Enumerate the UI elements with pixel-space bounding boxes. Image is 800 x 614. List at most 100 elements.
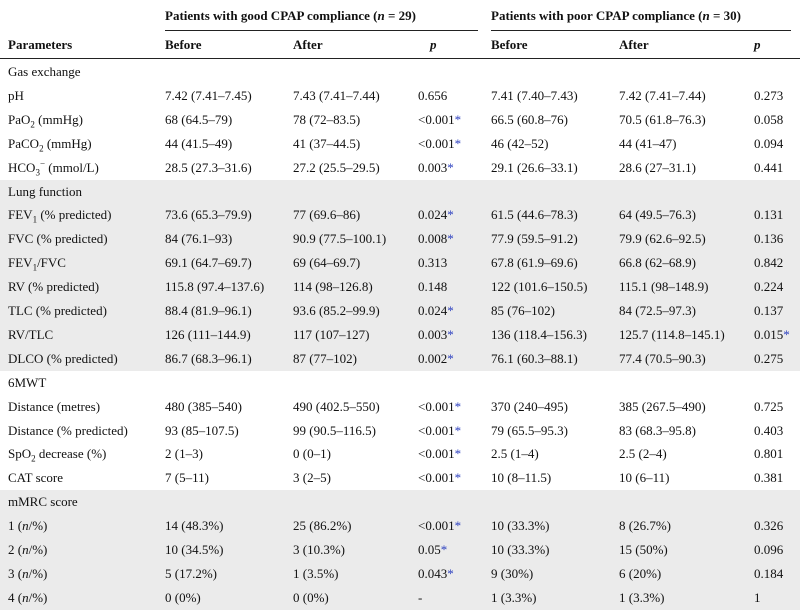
good-before-header: Before — [165, 37, 202, 52]
good-before-value: 0 (0%) — [165, 589, 201, 605]
italic-n: n — [22, 542, 29, 557]
row-label: Distance (% predicted) — [8, 422, 128, 438]
poor-p-value: 0.137 — [754, 303, 784, 318]
table-row: 2 (n/%) 10 (34.5%) 3 (10.3%) 0.05* 10 (33.3%… — [0, 542, 800, 566]
good-before-value: 10 (34.5%) — [165, 542, 224, 557]
poor-p-value: 0.725 — [754, 398, 784, 414]
good-p-value: 0.043* — [418, 565, 454, 581]
italic-n: n — [22, 565, 29, 581]
poor-p-value: 0.801 — [754, 446, 784, 462]
poor-after-value: 64 (49.5–76.3) — [619, 207, 696, 223]
table-row: RV (% predicted) 115.8 (97.4–137.6) 114 (9… — [0, 279, 800, 303]
table-row: PaCO2 (mmHg) 44 (41.5–49) 41 (37–44.5) <0.0… — [0, 136, 800, 160]
good-after-value: 77 (69.6–86) — [293, 207, 361, 223]
row-label: 1 (n/%) — [8, 518, 48, 534]
good-p-value: 0.002* — [418, 350, 454, 366]
poor-before-value: 1 (3.3%) — [491, 589, 537, 605]
good-before-value: 93 (85–107.5) — [165, 422, 239, 438]
subscript: 1 — [32, 214, 38, 225]
column-header-row: Parameters Before After p Before After p — [0, 37, 800, 59]
section-shading — [0, 179, 800, 371]
good-before-value: 73.6 (65.3–79.9) — [165, 207, 252, 223]
group-poor-header: Patients with poor CPAP compliance (n = … — [491, 8, 741, 23]
poor-after-value: 8 (26.7%) — [619, 518, 671, 534]
poor-after-header: After — [619, 37, 649, 52]
row-label: 4 (n/%) — [8, 589, 48, 605]
poor-after-value: 10 (6–11) — [619, 470, 670, 486]
good-p-value: 0.656 — [418, 87, 448, 103]
poor-after-value: 77.4 (70.5–90.3) — [619, 350, 706, 366]
row-label: DLCO (% predicted) — [8, 350, 118, 366]
row-label: TLC (% predicted) — [8, 303, 107, 318]
good-after-header: After — [293, 37, 323, 52]
table-row: FEV1 (% predicted) 73.6 (65.3–79.9) 77 (69… — [0, 207, 800, 231]
subscript: 3 — [35, 167, 40, 178]
poor-after-value: 70.5 (61.8–76.3) — [619, 111, 706, 127]
poor-before-header: Before — [491, 37, 528, 52]
poor-p-header: p — [754, 37, 761, 52]
poor-after-value: 84 (72.5–97.3) — [619, 303, 696, 318]
section-title: 6MWT — [8, 374, 47, 390]
table-row: DLCO (% predicted) 86.7 (68.3–96.1) 87 (77… — [0, 351, 800, 375]
good-after-value: 0 (0%) — [293, 589, 329, 605]
row-label: RV/TLC — [8, 326, 54, 342]
good-after-value: 41 (37–44.5) — [293, 135, 361, 151]
good-before-value: 86.7 (68.3–96.1) — [165, 350, 252, 366]
good-before-value: 69.1 (64.7–69.7) — [165, 255, 252, 271]
table-row: SpO2 decrease (%) 2 (1–3) 0 (0–1) <0.001* 2.… — [0, 446, 800, 470]
good-before-value: 7.42 (7.41–7.45) — [165, 87, 252, 103]
good-after-value: 7.43 (7.41–7.44) — [293, 87, 380, 103]
poor-before-value: 79 (65.5–95.3) — [491, 422, 568, 438]
row-label: SpO2 decrease (%) — [8, 446, 107, 464]
section-title: mMRC score — [8, 494, 78, 510]
good-after-value: 78 (72–83.5) — [293, 111, 361, 127]
good-after-value: 99 (90.5–116.5) — [293, 422, 376, 438]
poor-before-value: 7.41 (7.40–7.43) — [491, 87, 578, 103]
row-label: 2 (n/%) — [8, 542, 48, 557]
poor-before-value: 61.5 (44.6–78.3) — [491, 207, 578, 223]
poor-before-value: 10 (8–11.5) — [491, 470, 552, 486]
poor-after-value: 385 (267.5–490) — [619, 398, 706, 414]
significance-star: * — [454, 470, 462, 486]
good-p-header: p — [430, 37, 437, 52]
good-before-value: 480 (385–540) — [165, 398, 242, 414]
poor-before-value: 67.8 (61.9–69.6) — [491, 255, 578, 271]
table-row: 1 (n/%) 14 (48.3%) 25 (86.2%) <0.001* 10 (33… — [0, 518, 800, 542]
poor-after-value: 83 (68.3–95.8) — [619, 422, 696, 438]
good-p-value: <0.001* — [418, 470, 462, 486]
significance-star: * — [454, 446, 462, 462]
table-row: PaO2 (mmHg) 68 (64.5–79) 78 (72–83.5) <0.00… — [0, 112, 800, 136]
good-before-value: 88.4 (81.9–96.1) — [165, 303, 252, 318]
section-title-row: 6MWT — [0, 375, 800, 399]
good-after-value: 93.6 (85.2–99.9) — [293, 303, 380, 318]
table-row: HCO3− (mmol/L) 28.5 (27.3–31.6) 27.2 (25.5… — [0, 158, 800, 184]
subscript: 1 — [32, 262, 38, 273]
significance-star: * — [447, 565, 454, 581]
poor-after-value: 2.5 (2–4) — [619, 446, 667, 462]
poor-before-value: 122 (101.6–150.5) — [491, 279, 588, 295]
poor-after-value: 1 (3.3%) — [619, 589, 665, 605]
poor-p-value: 0.326 — [754, 518, 784, 534]
good-before-value: 14 (48.3%) — [165, 518, 224, 534]
italic-n: n — [22, 589, 29, 605]
good-after-value: 1 (3.5%) — [293, 565, 339, 581]
good-p-value: <0.001* — [418, 398, 462, 414]
poor-p-value: 0.842 — [754, 255, 784, 271]
row-label: FVC (% predicted) — [8, 231, 108, 247]
significance-star: * — [447, 350, 454, 366]
table-row: TLC (% predicted) 88.4 (81.9–96.1) 93.6 (8… — [0, 303, 800, 327]
poor-before-value: 85 (76–102) — [491, 303, 555, 318]
poor-before-value: 66.5 (60.8–76) — [491, 111, 568, 127]
row-label: CAT score — [8, 470, 64, 486]
row-label: PaCO2 (mmHg) — [8, 135, 92, 154]
good-p-value: 0.148 — [418, 279, 448, 295]
poor-p-value: 0.224 — [754, 279, 784, 295]
section-shading — [0, 490, 800, 610]
good-after-value: 87 (77–102) — [293, 350, 357, 366]
superscript: − — [39, 158, 46, 169]
poor-p-value: 0.015* — [754, 326, 790, 342]
good-after-value: 3 (10.3%) — [293, 542, 345, 557]
significance-star: * — [454, 111, 462, 127]
poor-before-value: 29.1 (26.6–33.1) — [491, 159, 578, 175]
good-after-value: 117 (107–127) — [293, 326, 370, 342]
